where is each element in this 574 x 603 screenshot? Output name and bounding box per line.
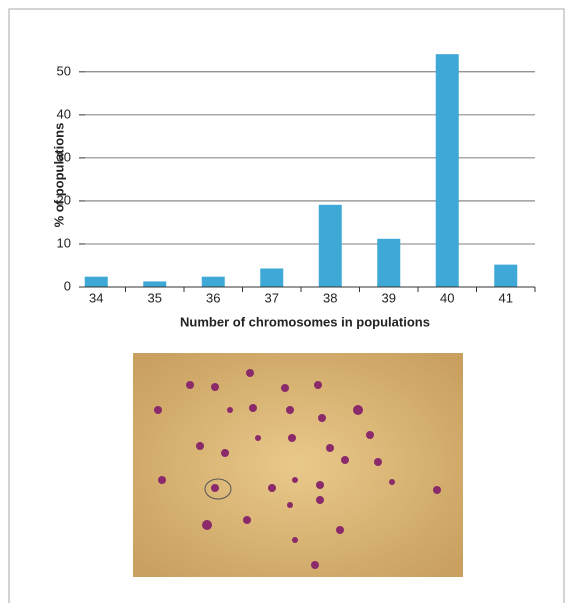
x-tick-label: 41 xyxy=(499,290,513,305)
y-tick-label: 50 xyxy=(57,63,71,78)
x-tick-label: 36 xyxy=(206,290,220,305)
bar xyxy=(436,54,459,287)
bar xyxy=(85,277,108,287)
y-tick-label: 20 xyxy=(57,192,71,207)
bar xyxy=(143,281,166,287)
bar xyxy=(377,239,400,287)
bar xyxy=(202,277,225,287)
x-tick-label: 40 xyxy=(440,290,454,305)
x-tick-label: 37 xyxy=(265,290,279,305)
y-tick-label: 0 xyxy=(64,278,71,293)
y-tick-label: 10 xyxy=(57,235,71,250)
bar xyxy=(260,268,283,287)
y-tick-label: 40 xyxy=(57,106,71,121)
x-tick-label: 39 xyxy=(382,290,396,305)
page: Number of chromosomes in populations % o… xyxy=(0,0,574,603)
x-tick-label: 35 xyxy=(148,290,162,305)
x-axis-title: Number of chromosomes in populations xyxy=(180,314,430,329)
x-tick-label: 34 xyxy=(89,290,103,305)
y-tick-label: 30 xyxy=(57,149,71,164)
chart: Number of chromosomes in populations % o… xyxy=(0,0,574,603)
bar xyxy=(319,205,342,287)
y-axis-title: % of populations xyxy=(51,123,66,228)
photo xyxy=(133,353,463,577)
bar xyxy=(494,265,517,287)
x-tick-label: 38 xyxy=(323,290,337,305)
micrograph xyxy=(133,353,463,577)
